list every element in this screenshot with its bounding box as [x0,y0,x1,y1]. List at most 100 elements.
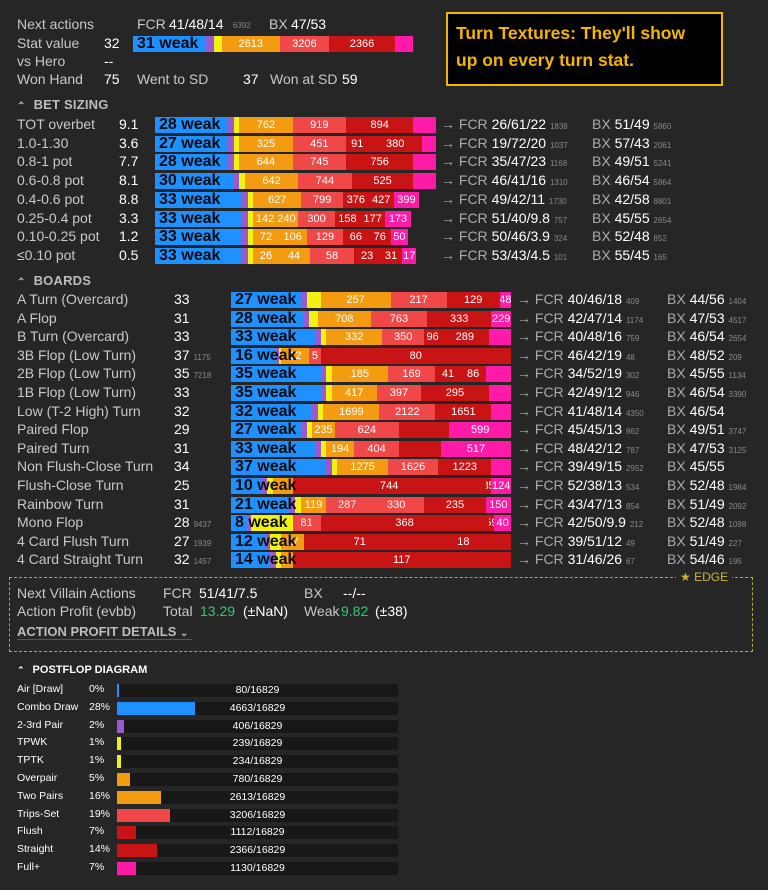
bet-sizing-bar[interactable]: 627 799 376 427 399 33 weak [155,191,436,208]
postflop-row-bar[interactable]: 406/16829 [117,719,398,733]
board-stat: 28 [174,514,190,531]
bar-segment: 81 [292,515,321,532]
bx-label: BX [269,16,288,32]
chevron-up-icon: ⌃ [17,665,25,675]
bar-segment: 287 [326,496,369,513]
board-bar[interactable]: 1699 2122 1651 32 weak [231,403,511,420]
board-bx: BX 52/48 1984 [667,477,747,493]
bx-count: 5241 [653,159,672,169]
fcr-value: 40/46/18 [567,291,623,307]
bar-segment: 158 [334,210,361,227]
board-bar[interactable]: 708 763 333 229 28 weak [231,310,511,327]
bar-segment [315,329,321,346]
board-bar[interactable]: 117 14 weak [231,552,511,569]
stat-value-bar[interactable]: 2613 3206 2366 31 weak [133,36,413,52]
edge-badge: ★ EDGE [676,570,733,584]
board-bar[interactable]: 8136859408 weak [231,515,511,532]
bet-sizing-fcr-bx: → FCR 49/42/11 1730 [441,190,567,207]
total-value: 13.29 [200,603,236,619]
bet-sizing-bar[interactable]: 142 240 300 158 177 173 33 weak [155,210,436,227]
postflop-row-label: Overpair [17,772,58,784]
bar-segment-label: 287 [337,498,357,511]
postflop-row-bar[interactable]: 234/16829 [117,755,398,769]
board-bar[interactable]: 257 217 129 48 27 weak [231,292,511,308]
postflop-row-bar[interactable]: 3206/16829 [117,808,398,822]
bar-segment: 744 [298,173,352,190]
bet-sizing-bar[interactable]: 325 451 91 380 27 weak [155,135,436,152]
postflop-row-bar[interactable]: 1112/16829 [117,826,398,840]
board-bar[interactable]: 194 404 517 33 weak [231,440,511,457]
board-bar[interactable]: 12 5 80 16 weak [231,347,511,364]
bet-sizing-bar[interactable]: 644 745 756 28 weak [155,154,436,171]
bar-segment [228,117,234,133]
bar-segment-label: 3206 [292,38,317,50]
postflop-row-pct: 16% [89,789,111,802]
board-bar[interactable]: 185 169 41 86 35 weak [231,366,511,383]
postflop-row-bar[interactable]: 2613/16829 [117,790,398,804]
postflop-row-bar[interactable]: 1130/16829 [117,862,398,875]
postflop-row-bar[interactable]: 80/16829 [117,684,398,697]
postflop-row-bar[interactable]: 239/16829 [117,737,398,751]
fcr-count: 787 [625,445,640,455]
annotation-callout: Turn Textures: They'll show up on every … [446,12,723,86]
bet-sizing-label: 0.25-0.4 pot [17,209,92,226]
bar-segment: 235 [424,496,486,513]
bar-segment [398,422,450,439]
board-bar[interactable]: 17 71 18 12 weak [231,533,511,550]
bar-segment: 142 240 [253,210,299,227]
bar-segment [231,496,290,513]
bet-sizing-bar[interactable]: 72 106 129 66 76 50 33 weak [155,229,436,246]
board-fcr: → FCR 42/50/9.9 212 [517,514,644,531]
won-sd-value: 59 [342,71,358,87]
fcr-count: 2952 [625,464,644,474]
board-fcr: → FCR 34/52/19 302 [517,365,640,382]
action-profit-details-toggle[interactable]: ACTION PROFIT DETAILS ⌄ [17,624,193,640]
postflop-title: POSTFLOP DIAGRAM [32,664,148,676]
bar-segment: 295 [421,385,489,401]
postflop-row-bar[interactable]: 2366/16829 [117,844,398,858]
postflop-row-bar[interactable]: 4663/16829 [117,701,398,715]
bet-sizing-value: 7.7 [119,153,139,170]
board-fcr: → FCR 42/47/14 1174 [517,309,644,326]
board-bar[interactable]: 235 624 599 27 weak [231,422,511,439]
edge-bx-label: BX [304,585,323,601]
postflop-row-bar[interactable]: 780/16829 [117,773,398,786]
board-count: 9437 [193,520,212,530]
bet-sizing-bar[interactable]: 26 44 58 23 31 17 33 weak [155,247,436,264]
bx-value: 46/54 [614,172,650,189]
total-label: Total [163,603,193,619]
bar-segment [231,422,301,439]
bet-sizing-bar[interactable]: 762 919 894 28 weak [155,117,436,133]
bar-segment: 300 [298,210,335,227]
board-bar[interactable]: 332 350 96 289 33 weak [231,329,511,346]
board-bar[interactable]: 417 397 295 35 weak [231,385,511,401]
bar-segment-label: 158 [338,212,357,225]
bar-segment-label: 71 [353,535,366,548]
board-bar[interactable]: 7448512410 weak [231,478,511,494]
postflop-header[interactable]: ⌃ POSTFLOP DIAGRAM [17,664,147,676]
bar-segment-label: 117 [392,554,411,567]
bx-count: 2654 [728,334,747,344]
bar-segment-label: 41 [441,368,455,381]
bar-segment: 26 [253,247,279,264]
bar-segment [242,229,248,246]
bar-segment-label: 644 [256,156,276,169]
board-bx: BX 52/48 1098 [667,514,747,531]
bar-segment [331,459,338,476]
bar-segment [206,36,215,52]
bet-sizing-header[interactable]: ⌃ BET SIZING [17,97,109,112]
bar-segment-label: 2122 [395,405,420,418]
bar-segment: 397 [376,385,422,401]
boards-header[interactable]: ⌃ BOARDS [17,273,91,288]
board-bar[interactable]: 119 287 330 235 150 21 weak [231,496,511,513]
fcr-value: 40/48/16 [567,328,623,345]
bar-segment [264,533,271,550]
board-value: 35 7218 [174,365,211,381]
board-bar[interactable]: 1275 1626 1223 37 weak [231,459,511,476]
fcr-value: 53/43/4.5 [491,246,550,263]
bet-sizing-bar[interactable]: 642 744 525 30 weak [155,173,436,190]
bet-sizing-value: 3.6 [119,134,139,151]
fcr-value: 39/51/12 [567,532,623,549]
bar-segment: 40 [494,515,511,532]
bar-segment-label: 124 [491,480,511,492]
